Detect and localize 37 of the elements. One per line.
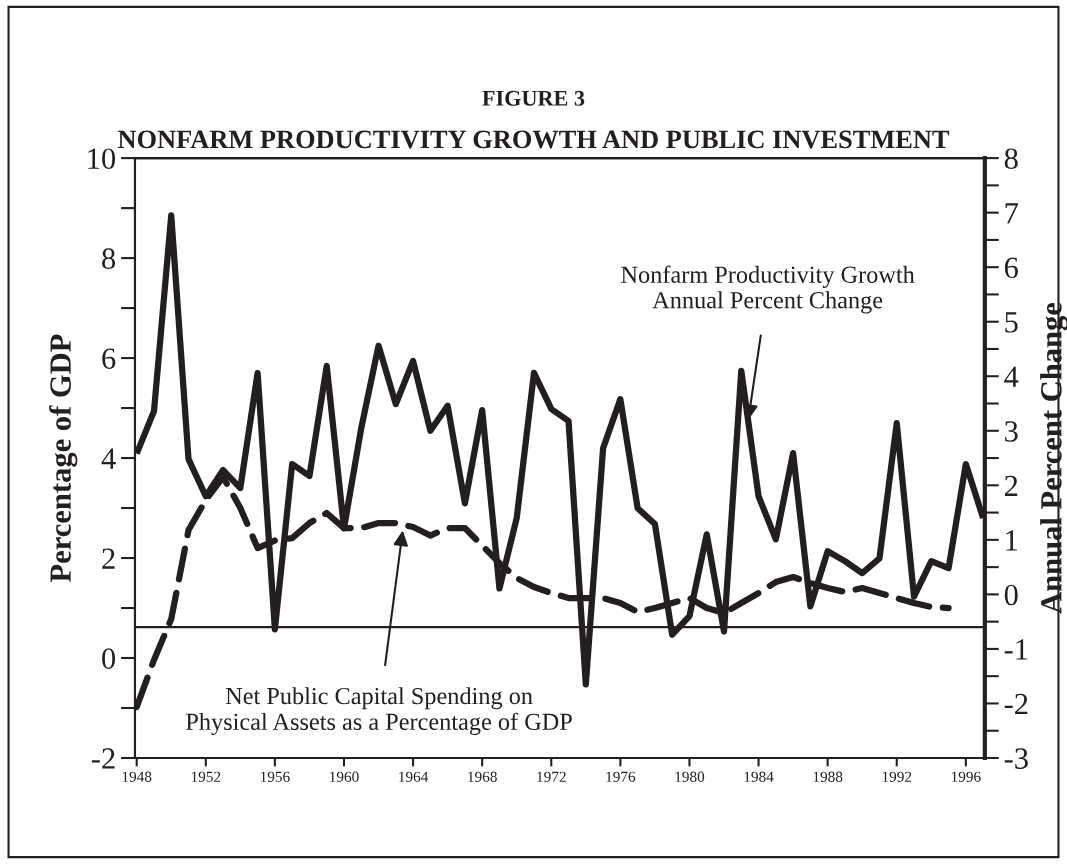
y-tick-label: 8 [102,248,116,269]
y2-tick-label: 2 [1004,475,1018,496]
y2-tick-label: 1 [1006,530,1018,551]
y-axis-title: Percentage of GDP [49,334,78,582]
y-tick-label: -2 [91,748,115,769]
y2-tick-label: -2 [1004,693,1028,715]
y-tick-label: 2 [102,548,115,569]
y-tick-label: 0 [102,648,116,669]
y2-tick-label: 3 [1005,421,1018,442]
chart-subtitle: NONFARM PRODUCTIVITY GROWTH AND PUBLIC INVESTMENT [117,130,950,149]
x-tick-label: 1980 [675,771,705,782]
y2-tick-label: 6 [1004,257,1018,279]
x-tick-label: 1960 [330,771,359,782]
y2-tick-label: 8 [1004,148,1018,170]
x-tick-label: 1996 [951,771,981,782]
y2-tick-label: -1 [1004,639,1028,660]
y2-tick-label: 5 [1005,312,1018,333]
y-tick-label: 4 [101,448,116,469]
x-tick-label: 1976 [606,771,636,782]
x-tick-label: 1952 [191,771,221,782]
y2-tick-label: 0 [1004,584,1018,606]
y-tick-label: 6 [102,348,116,369]
x-tick-label: 1964 [399,771,429,782]
y-tick-label: 10 [88,148,116,170]
y2-tick-label: -3 [1004,748,1028,769]
x-tick-label: 1948 [122,771,152,782]
x-tick-label: 1992 [882,771,912,782]
x-tick-label: 1972 [537,771,566,782]
x-tick-label: 1988 [813,771,843,782]
y2-tick-label: 4 [1004,366,1019,387]
x-tick-label: 1956 [260,771,290,782]
y2-tick-label: 7 [1005,203,1018,224]
chart-title: FIGURE 3 [482,90,585,106]
x-tick-label: 1968 [468,771,497,782]
annotation: Nonfarm Productivity Growth Annual Percent Change [621,265,915,314]
x-tick-label: 1984 [744,771,774,782]
annotation: Net Public Capital Spending on Physical Assets as a Percentage of GDP [186,687,572,736]
